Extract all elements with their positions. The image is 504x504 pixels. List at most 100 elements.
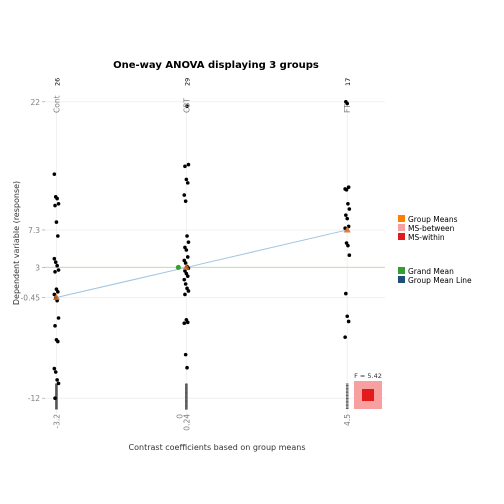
x-tick-label: 0.24 [182, 414, 191, 431]
data-point [186, 240, 191, 244]
data-point [182, 277, 187, 282]
data-point [345, 216, 350, 221]
group-name-label: Cont [52, 95, 61, 113]
data-point [185, 234, 189, 238]
data-point [52, 292, 57, 297]
data-point [52, 256, 57, 261]
data-point [53, 324, 57, 328]
x-tick-label: 4.5 [343, 414, 352, 426]
group-n-label: 29 [183, 78, 191, 86]
group-name-label: CBT [182, 98, 191, 113]
plot-panel [44, 99, 385, 420]
y-tick-label: 7.3 [28, 226, 40, 235]
group-mean-markers [52, 225, 351, 301]
x-tick-label: -3.2 [52, 414, 61, 429]
data-point [183, 352, 188, 357]
y-tick-label: -0.45 [21, 294, 41, 303]
chart-title: One-way ANOVA displaying 3 groups [113, 60, 319, 71]
grid-lines [44, 100, 385, 420]
data-point [346, 243, 350, 248]
data-point [56, 339, 60, 344]
data-point [185, 255, 190, 259]
data-point [184, 177, 189, 182]
f-statistic-box: F = 5.42 [354, 372, 382, 409]
legend-label: Group Mean Line [408, 276, 472, 285]
data-point [183, 164, 187, 169]
legend-label: Grand Mean [408, 267, 454, 276]
data-point [56, 201, 61, 206]
group-mean-marker [343, 225, 351, 233]
data-point [346, 185, 351, 190]
group-name-label: FT [343, 104, 352, 113]
data-point [344, 291, 348, 296]
data-point [346, 319, 351, 324]
data-point [185, 274, 190, 278]
data-point [183, 292, 187, 297]
y-axis-ticks: 22 7.3 3 -0.45 -12 [21, 98, 45, 403]
legend-swatch [398, 276, 405, 283]
data-point [185, 365, 189, 370]
legend-swatch [398, 224, 405, 231]
legend-label: Group Means [408, 215, 458, 224]
data-point [55, 263, 59, 268]
data-point [54, 220, 59, 224]
data-point [185, 104, 189, 108]
x-axis-title: Contrast coefficients based on group mea… [129, 443, 306, 452]
ms-within-square [362, 389, 374, 401]
data-point [347, 207, 352, 211]
group-top-labels: Cont 26 CBT 29 FT 17 [52, 78, 352, 113]
group-mean-marker [182, 263, 190, 270]
data-point [182, 321, 187, 326]
data-point [186, 162, 191, 167]
data-point [55, 196, 59, 201]
group-n-label: 17 [344, 78, 352, 86]
y-tick-label: 3 [35, 263, 40, 272]
data-point [185, 320, 190, 325]
data-point [56, 268, 61, 272]
legend-label: MS-between [408, 224, 455, 233]
data-point [52, 172, 57, 176]
legend-swatch [398, 215, 405, 222]
data-point [184, 248, 189, 252]
y-tick-label: -12 [28, 394, 40, 403]
data-point [344, 188, 349, 192]
data-point [53, 269, 57, 274]
data-point [53, 370, 58, 374]
data-point [183, 261, 188, 265]
data-point [345, 314, 350, 319]
y-tick-label: 22 [30, 98, 40, 107]
legend-swatch [398, 267, 405, 274]
data-point [52, 366, 57, 371]
data-point [347, 253, 352, 258]
data-point [185, 181, 190, 185]
f-statistic-label: F = 5.42 [354, 372, 382, 380]
grand-mean-point [175, 264, 181, 270]
x-tick-label-zero: 0 [175, 414, 184, 419]
data-point [183, 282, 188, 286]
data-point [343, 335, 347, 339]
group-mean-line [56, 229, 348, 298]
data-point [56, 316, 61, 320]
x-axis-ticks: -3.2 0.24 4.5 0 [52, 414, 352, 431]
group-n-label: 26 [53, 78, 61, 86]
data-points [52, 99, 352, 401]
data-point [182, 193, 187, 197]
y-axis-title: Dependent variable (response) [12, 181, 21, 305]
data-point [53, 260, 58, 265]
data-point [345, 101, 350, 106]
data-point [53, 396, 57, 401]
data-point [344, 213, 348, 217]
data-point [53, 203, 57, 208]
data-point [56, 381, 61, 386]
data-point [183, 199, 188, 203]
data-point [56, 290, 60, 294]
group-mean-marker [52, 293, 60, 301]
data-point [55, 378, 59, 382]
data-point [346, 201, 350, 206]
data-point [186, 289, 191, 293]
legend-label: MS-within [408, 233, 445, 242]
contrast-rugs [55, 383, 349, 410]
data-point [56, 234, 60, 238]
